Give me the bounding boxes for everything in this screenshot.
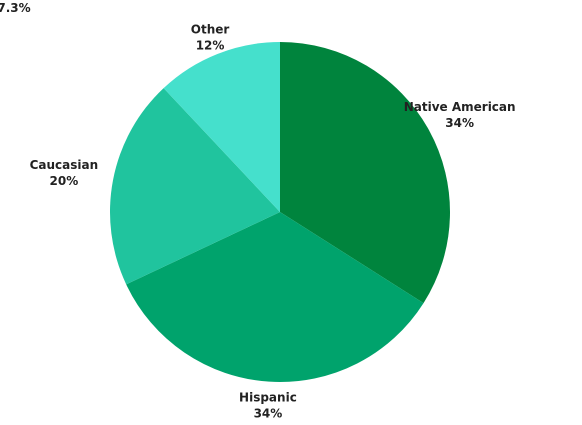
pie-slice-hispanic: [126, 212, 424, 382]
slice-value-label: 20%: [50, 174, 79, 188]
clipped-label: 7.3%: [0, 1, 31, 15]
slice-value-label: 12%: [196, 38, 225, 52]
slice-value-label: 34%: [254, 407, 283, 421]
slice-category-label: Native American: [404, 100, 516, 114]
slice-category-label: Other: [191, 22, 230, 36]
slice-value-label: 34%: [445, 116, 474, 130]
pie-slice-native-american: [280, 42, 450, 304]
slice-labels: Native American 34% Hispanic 34% Caucasian 20…: [30, 22, 516, 420]
slice-category-label: Hispanic: [239, 391, 297, 405]
pie-slices: [110, 42, 450, 382]
pie-slice-caucasian: [110, 88, 280, 285]
pie-slice-other: [163, 42, 280, 212]
slice-category-label: Caucasian: [30, 158, 99, 172]
